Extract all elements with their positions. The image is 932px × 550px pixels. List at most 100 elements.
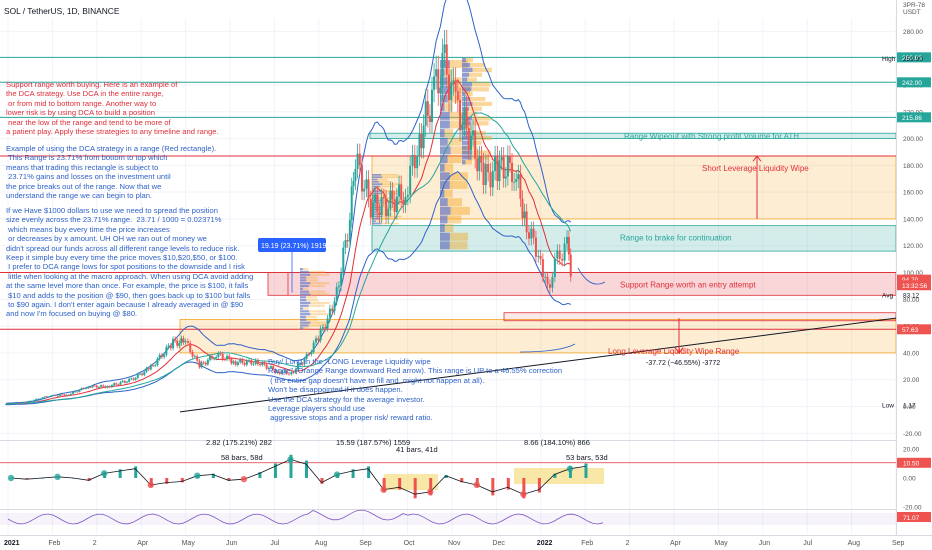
volume-profile-bar	[300, 324, 309, 327]
volume-profile-bar	[440, 206, 470, 215]
time-tick-label: Feb	[48, 540, 60, 547]
candle-body	[523, 211, 526, 218]
rsi-band	[0, 513, 896, 525]
candle-body	[11, 403, 14, 405]
volume-profile-bar	[440, 155, 462, 164]
volume-profile-bar	[440, 120, 450, 129]
volume-profile-bar	[300, 279, 318, 282]
oscillator-bar	[320, 478, 324, 484]
volume-profile-bar	[372, 190, 399, 192]
volume-profile-bar	[462, 77, 468, 82]
candle-body	[439, 87, 442, 94]
time-tick-label: Nov	[448, 540, 461, 547]
volume-profile-bar	[462, 106, 482, 111]
candle-body	[76, 391, 79, 393]
volume-profile-bar	[372, 215, 402, 218]
candle-body	[299, 363, 302, 365]
candle-body	[208, 356, 211, 360]
candle-body	[198, 360, 201, 368]
price-tick-label: -20.00	[903, 431, 922, 438]
volume-profile-bar	[462, 101, 473, 107]
candle-body	[89, 386, 92, 388]
candle-body	[314, 338, 317, 343]
volume-profile-bar	[300, 282, 311, 285]
volume-profile-bar	[462, 62, 486, 68]
volume-profile-bar	[300, 276, 307, 279]
volume-profile-bar	[462, 58, 474, 63]
volume-profile-bar	[300, 268, 308, 271]
candle-body	[346, 240, 349, 242]
volume-profile-bar	[462, 130, 471, 136]
candle-body	[344, 240, 347, 248]
candle-body	[117, 384, 120, 386]
volume-profile-bar	[462, 106, 469, 111]
volume-profile-bar	[440, 215, 448, 224]
volume-profile-bar	[300, 304, 309, 307]
candle-body	[115, 383, 118, 385]
zone-rect	[179, 319, 897, 354]
volume-profile-bar	[300, 324, 325, 327]
time-tick-label: Jul	[270, 540, 279, 547]
candle-body	[46, 396, 49, 398]
candle-body	[147, 368, 150, 370]
time-tick-label: Apr	[670, 540, 682, 547]
candle-body	[447, 74, 450, 101]
label-range-wipeout: Range Wipeout with Strong profit Volume …	[624, 132, 799, 141]
time-tick-label: Sep	[892, 540, 905, 547]
currency-label: 3PR-78 USDT	[903, 2, 925, 16]
volume-profile-bar	[300, 321, 330, 324]
candle-body	[54, 394, 57, 396]
volume-profile-bar	[462, 135, 473, 141]
volume-profile-bar	[440, 163, 454, 172]
oscillator-bar	[165, 478, 169, 484]
price-flag-value: 259.90	[903, 56, 923, 63]
volume-profile-bar	[300, 273, 330, 276]
oscillator-dot	[473, 481, 480, 489]
price-flag	[897, 324, 931, 335]
candle-body	[474, 130, 477, 159]
volume-profile-bar	[440, 198, 463, 207]
volume-profile-bar	[440, 215, 462, 224]
candle-body	[406, 194, 409, 197]
candle-body	[196, 356, 199, 361]
price-flag	[897, 112, 931, 123]
candle-body	[15, 402, 18, 404]
subpane-stat-label: 41 bars, 41d	[396, 445, 438, 454]
oscillator-bar	[227, 478, 231, 481]
volume-profile-bar	[440, 111, 468, 120]
candle-body	[100, 385, 103, 387]
candle-body	[566, 236, 569, 244]
price-flag	[897, 457, 931, 468]
volume-profile-bar	[372, 180, 379, 183]
volume-profile-bar	[462, 111, 478, 116]
volume-profile-bar	[440, 180, 450, 189]
candle-body	[176, 340, 179, 346]
candle-body	[391, 190, 394, 200]
candle-body	[223, 359, 226, 361]
volume-profile-bar	[440, 232, 450, 241]
candle-body	[517, 174, 520, 180]
oscillator-bar	[305, 460, 308, 478]
volume-profile-bar	[300, 273, 311, 276]
candle-body	[123, 381, 126, 383]
note-long-leverage: Buy/ Long in the "LONG Leverage Liquidit…	[268, 357, 563, 423]
volume-profile-bar	[300, 310, 326, 313]
candle-body	[506, 155, 509, 177]
candle-body	[269, 366, 272, 368]
volume-profile-bar	[300, 279, 307, 282]
candle-body	[546, 276, 549, 285]
candle-body	[219, 353, 222, 355]
candle-body	[472, 130, 475, 136]
time-tick-label: Sep	[359, 540, 372, 547]
candle-body	[189, 342, 192, 352]
candle-body	[285, 370, 288, 374]
volume-profile-bar	[372, 174, 382, 176]
candle-body	[515, 179, 518, 182]
candle-body	[232, 361, 235, 364]
currency-line1: 3PR-78	[903, 2, 926, 9]
candle-body	[532, 228, 535, 238]
volume-profile-bar	[440, 189, 453, 198]
volume-profile-bar	[462, 150, 473, 155]
candle-body	[248, 360, 251, 362]
